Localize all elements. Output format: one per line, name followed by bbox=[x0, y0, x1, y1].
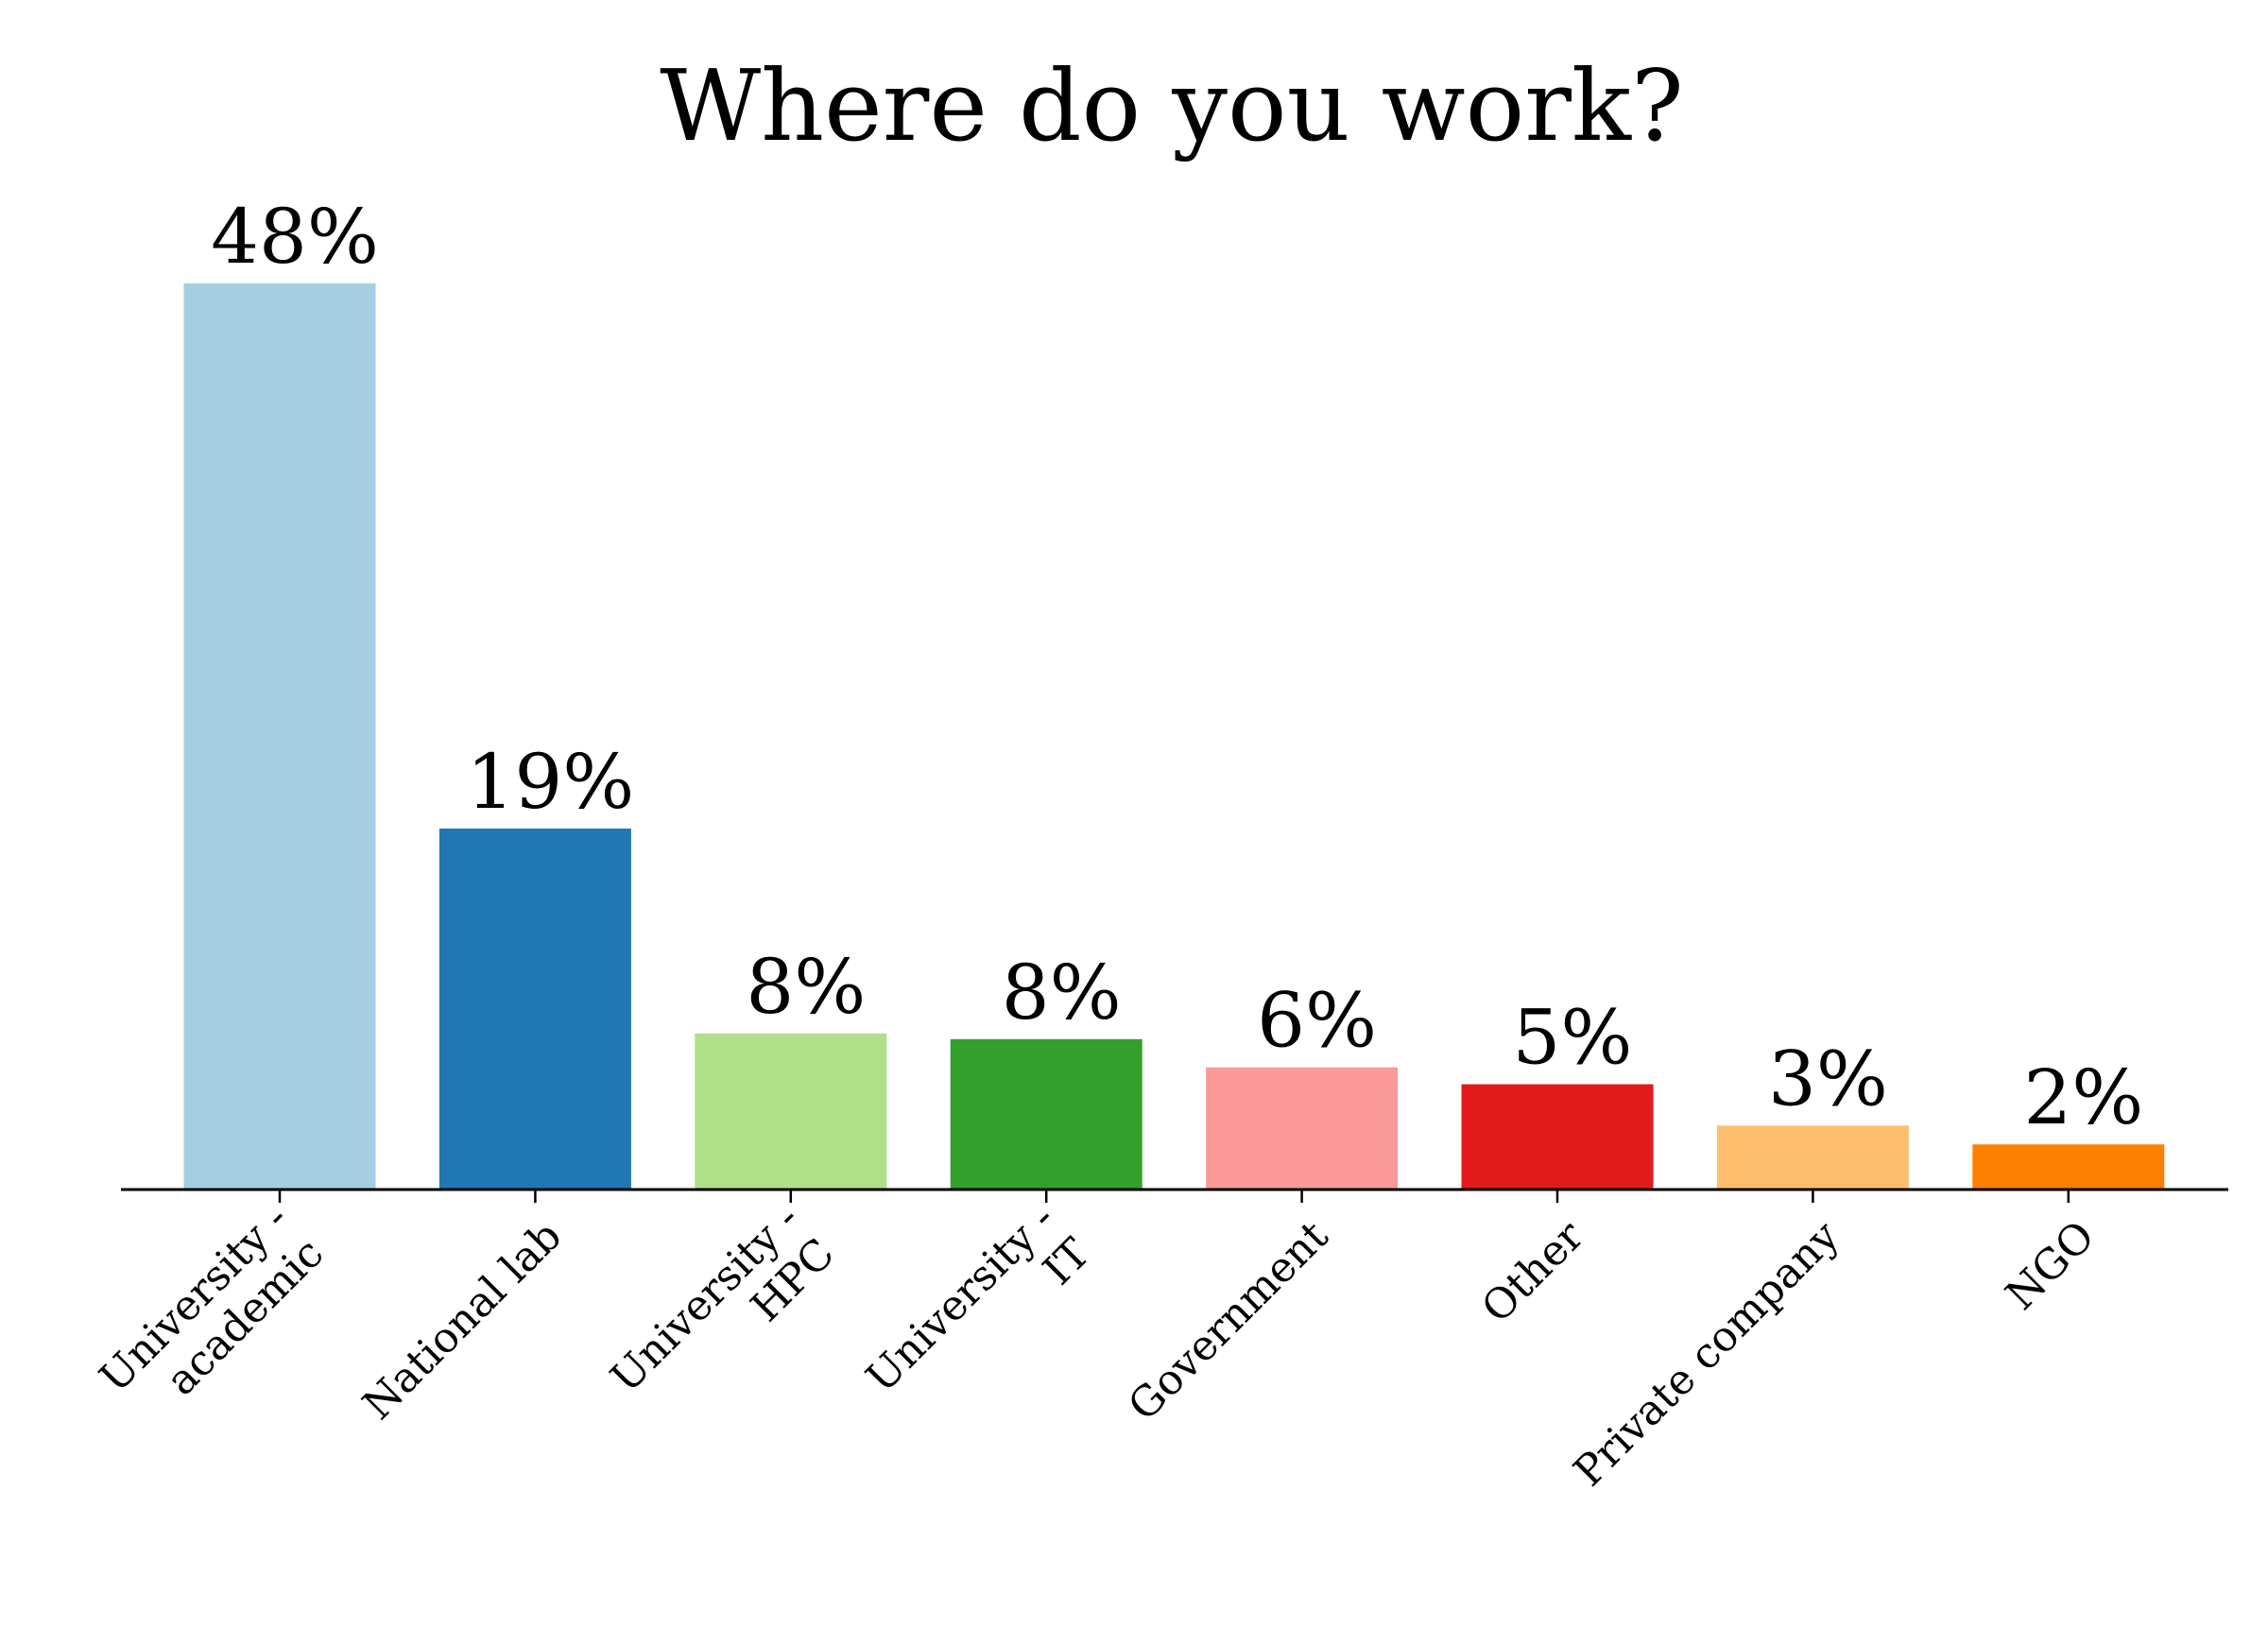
x-ticks-group: University -academic National lab Universi… bbox=[91, 1190, 2105, 1496]
x-tick-label-4: Government bbox=[1119, 1211, 1337, 1430]
x-tick-label-1: National lab bbox=[353, 1212, 571, 1430]
bar-2 bbox=[695, 1033, 887, 1190]
x-tick-label-0: University -academic bbox=[91, 1194, 333, 1436]
value-label-5: 5% bbox=[1513, 994, 1633, 1082]
chart-title: Where do you work? bbox=[660, 48, 1684, 163]
value-label-6: 3% bbox=[1768, 1035, 1888, 1122]
bar-5 bbox=[1461, 1084, 1654, 1190]
x-tick-label-line: NGO bbox=[1997, 1212, 2105, 1320]
x-tick-label-line: Other bbox=[1472, 1211, 1593, 1332]
x-tick-label-line: Government bbox=[1119, 1211, 1337, 1430]
x-tick-label-6: Private company bbox=[1565, 1212, 1849, 1497]
value-label-4: 6% bbox=[1257, 977, 1377, 1065]
value-label-7: 2% bbox=[2023, 1053, 2143, 1141]
x-tick-label-5: Other bbox=[1472, 1211, 1593, 1332]
value-label-1: 19% bbox=[466, 738, 634, 826]
bar-4 bbox=[1206, 1067, 1399, 1190]
value-labels-group: 48% 19% 8% 8% 6% 5% 3% 2% bbox=[211, 193, 2143, 1141]
x-tick-label-2: University -HPC bbox=[602, 1194, 844, 1436]
x-tick-label-line: Private company bbox=[1565, 1212, 1849, 1497]
value-label-2: 8% bbox=[746, 943, 866, 1031]
bar-0 bbox=[183, 283, 376, 1190]
bar-7 bbox=[1972, 1144, 2165, 1190]
x-tick-label-line: University - bbox=[857, 1194, 1065, 1402]
x-tick-label-line: National lab bbox=[353, 1212, 571, 1430]
bars-group bbox=[183, 283, 2165, 1190]
bar-1 bbox=[438, 828, 631, 1190]
x-tick-label-3: University -IT bbox=[857, 1194, 1099, 1436]
x-tick-label-7: NGO bbox=[1997, 1212, 2105, 1320]
value-label-3: 8% bbox=[1002, 949, 1122, 1036]
value-label-0: 48% bbox=[211, 193, 379, 281]
bar-3 bbox=[950, 1038, 1143, 1190]
bar-6 bbox=[1716, 1125, 1909, 1190]
